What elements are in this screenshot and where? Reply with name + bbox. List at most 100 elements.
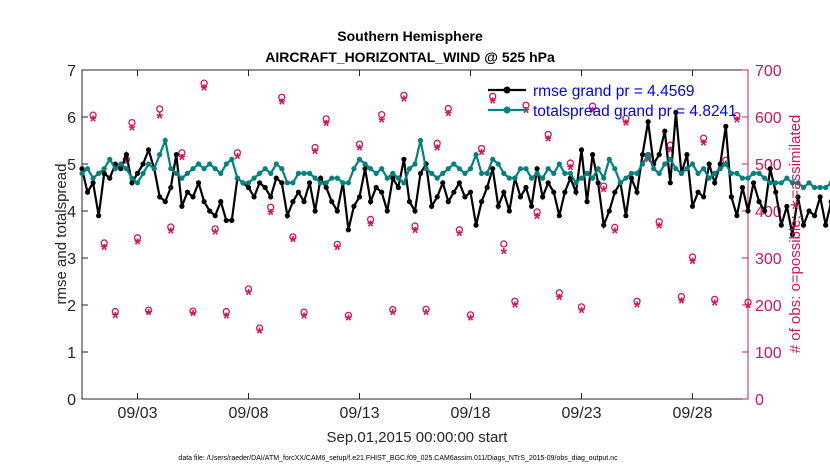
obs-possible-marker xyxy=(267,203,275,211)
totalspread-point xyxy=(745,175,751,181)
obs-possible-marker xyxy=(711,295,719,304)
obs-assimilated-marker: * xyxy=(467,311,474,330)
totalspread-point xyxy=(245,180,252,186)
totalspread-point xyxy=(812,184,818,191)
obs-possible-marker xyxy=(744,298,752,306)
rmse-point xyxy=(273,175,279,181)
obs-possible-marker xyxy=(189,307,197,315)
rmse-point xyxy=(184,189,191,195)
plot-area: 0 1 2 3 4 5 6 7 0 100 200 300 400 500 600 700 09/03 09/08… xyxy=(67,63,830,422)
rmse-point xyxy=(612,189,618,195)
rmse-point xyxy=(590,152,596,158)
obs-assimilated-marker: * xyxy=(334,241,341,260)
y-right-tick-label: 500 xyxy=(755,157,782,174)
obs-possible-marker xyxy=(544,130,552,139)
y-right-tick-label: 700 xyxy=(755,63,782,80)
y-right-tick-label: 0 xyxy=(755,392,764,409)
totalspread-point xyxy=(562,170,568,176)
rmse-point xyxy=(201,199,207,205)
totalspread-point xyxy=(517,166,524,172)
obs-assimilated-marker: * xyxy=(567,161,574,180)
totalspread-point xyxy=(573,180,579,186)
totalspread-point xyxy=(750,170,757,176)
obs-assimilated-marker: * xyxy=(534,210,541,229)
rmse-point xyxy=(773,189,779,195)
totalspread-point xyxy=(162,137,168,144)
totalspread-point xyxy=(423,166,429,172)
x-tick-label: 09/28 xyxy=(672,405,712,422)
chart-title-line2: AIRCRAFT_HORIZONTAL_WIND @ 525 hPa xyxy=(265,49,555,65)
obs-possible-marker xyxy=(200,79,208,87)
obs-assimilated-marker: * xyxy=(545,132,552,151)
rmse-legend-marker xyxy=(503,86,511,94)
rmse-point xyxy=(223,217,229,223)
rmse-point xyxy=(662,128,668,134)
rmse-point xyxy=(434,194,440,200)
totalspread-point xyxy=(240,180,246,186)
rmse-point xyxy=(429,203,435,209)
totalspread-point xyxy=(306,170,313,176)
totalspread-point xyxy=(334,175,340,181)
totalspread-point xyxy=(201,166,207,172)
totalspread-point xyxy=(556,161,562,167)
x-tick-label: 09/03 xyxy=(117,405,157,422)
rmse-point xyxy=(162,199,168,205)
totalspread-point xyxy=(484,170,490,176)
rmse-point xyxy=(406,199,413,205)
rmse-point xyxy=(728,194,734,200)
rmse-point xyxy=(207,208,213,214)
rmse-point xyxy=(229,217,235,223)
totalspread-point xyxy=(301,170,307,176)
obs-assimilated-marker: * xyxy=(245,286,252,305)
obs-possible-marker xyxy=(366,215,375,224)
obs-assimilated-marker: * xyxy=(700,136,707,155)
rmse-point xyxy=(501,189,507,195)
rmse-point xyxy=(573,189,579,195)
totalspread-point xyxy=(340,180,346,186)
obs-possible-marker xyxy=(167,223,175,231)
totalspread-point xyxy=(506,175,512,181)
obs-possible-marker xyxy=(633,297,641,305)
totalspread-point xyxy=(351,166,357,172)
obs-assimilated-marker: * xyxy=(434,141,441,160)
obs-possible-marker xyxy=(688,253,697,261)
totalspread-point xyxy=(706,175,712,181)
totalspread-point xyxy=(295,170,302,176)
rmse-legend-label: rmse grand pr = 4.4569 xyxy=(533,83,695,100)
totalspread-point xyxy=(495,161,501,167)
rmse-point xyxy=(734,213,740,219)
rmse-point xyxy=(606,208,612,214)
y-right-tick-label: 600 xyxy=(755,110,782,127)
totalspread-point xyxy=(712,170,718,176)
obs-possible-marker xyxy=(699,134,708,142)
rmse-point xyxy=(473,222,479,228)
rmse-point xyxy=(384,208,390,214)
rmse-point xyxy=(634,189,640,195)
obs-possible-marker xyxy=(156,105,164,113)
y-left-tick-label: 0 xyxy=(67,392,76,409)
obs-assimilated-marker: * xyxy=(589,103,596,122)
obs-assimilated-marker: * xyxy=(145,305,152,324)
rmse-point xyxy=(373,184,379,191)
totalspread-point xyxy=(551,170,557,176)
rmse-point xyxy=(334,208,340,214)
totalspread-point xyxy=(279,166,285,172)
totalspread-point xyxy=(90,175,96,181)
y-right-tick-label: 400 xyxy=(755,204,782,221)
totalspread-point xyxy=(806,180,812,186)
totalspread-point xyxy=(440,170,446,176)
obs-assimilated-marker: * xyxy=(312,144,319,163)
obs-assimilated-marker: * xyxy=(578,304,585,323)
totalspread-point xyxy=(229,156,235,162)
obs-assimilated-marker: * xyxy=(523,103,530,122)
rmse-point xyxy=(506,208,512,214)
rmse-point xyxy=(706,161,712,167)
totalspread-point xyxy=(612,166,618,172)
totalspread-point xyxy=(417,137,424,144)
rmse-point xyxy=(417,170,424,176)
totalspread-point xyxy=(318,180,324,186)
totalspread-point xyxy=(146,161,152,167)
obs-possible-marker xyxy=(511,297,519,305)
obs-assimilated-marker: * xyxy=(611,224,618,243)
rmse-point xyxy=(440,180,446,186)
